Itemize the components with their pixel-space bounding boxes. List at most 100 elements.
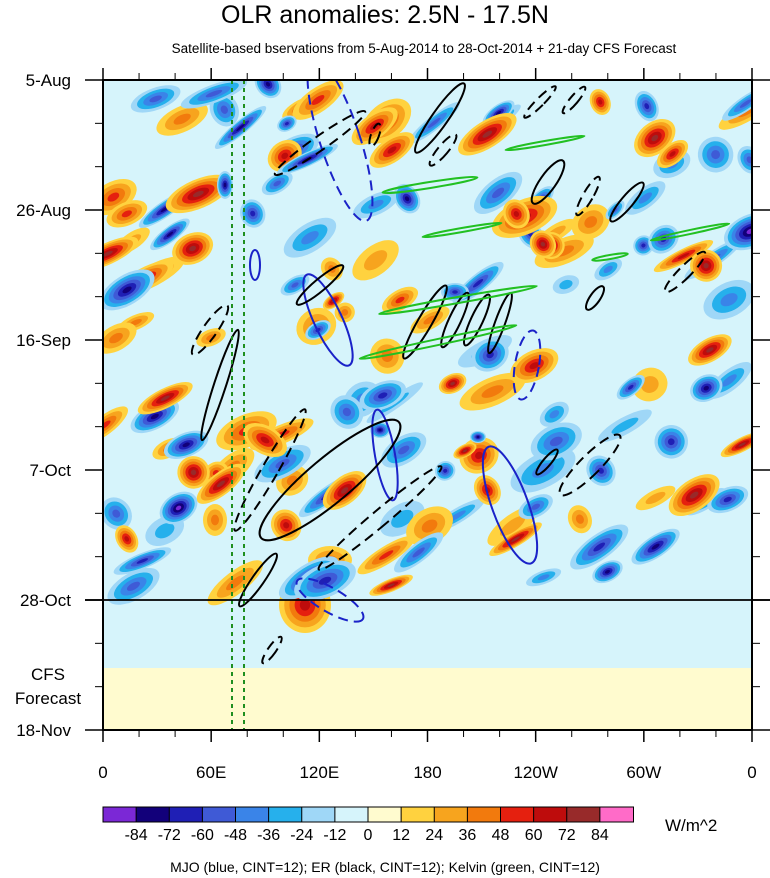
x-tick-label: 120W [513,763,557,782]
wave-contour [371,408,399,502]
wave-contour [561,85,587,115]
anomaly-cell [103,178,137,216]
anomaly-level [638,192,652,204]
anomaly-cell [113,547,172,575]
anomaly-cell [254,80,282,99]
anomaly-level [529,362,540,370]
anomaly-level [301,231,319,245]
anomaly-level [421,519,438,533]
colorbar-swatch [268,806,303,823]
anomaly-level [121,210,132,218]
forecast-label-line1: CFS [31,665,65,684]
chart-title: OLR anomalies: 2.5N - 17.5N [221,1,549,29]
y-tick-label: 16-Sep [16,331,71,350]
colorbar-label: -36 [257,827,280,844]
y-tick-label: 28-Oct [20,591,71,610]
anomaly-cell [570,524,629,570]
anomaly-level [452,290,458,294]
x-tick-label: 0 [747,763,756,782]
anomaly-cell [634,118,676,158]
anomaly-cell [635,485,676,511]
anomaly-cell [115,525,139,553]
anomaly-level [677,252,690,260]
anomaly-cell [370,422,390,438]
y-tick-label: 7-Oct [29,461,71,480]
anomaly-level [223,182,227,188]
anomaly-cell [567,505,592,534]
anomaly-level [311,95,325,105]
anomaly-level [549,436,563,447]
anomaly-level [378,428,382,432]
anomaly-level [291,282,299,288]
anomaly-level [236,123,245,132]
anomaly-level [412,547,425,558]
anomaly-level [387,583,395,587]
wave-filter-contours [190,80,731,665]
anomaly-cell [292,80,344,120]
anomaly-level [492,187,505,199]
anomaly-level [584,216,598,228]
anomaly-level [136,558,149,564]
anomaly-cell [598,409,652,442]
anomaly-cell [530,422,582,461]
anomaly-cell [150,218,190,251]
anomaly-level [398,445,410,455]
anomaly-cell [177,456,210,489]
forecast-region [103,668,752,730]
anomaly-level [531,503,540,510]
x-tick-label: 0 [98,763,107,782]
colorbar-swatch [599,806,634,823]
anomaly-level [499,515,526,536]
anomaly-level [511,536,520,543]
wave-contour [462,293,492,347]
anomaly-cell [394,532,444,573]
anomaly-cell [589,89,611,115]
anomaly-cell [240,199,266,228]
anomaly-cell [633,235,654,256]
anomaly-cell [526,568,562,587]
wave-contour [512,329,542,401]
anomaly-level [641,243,646,248]
colorbar-swatch [433,806,469,823]
anomaly-level [122,286,132,294]
anomaly-cell [107,567,160,605]
anomaly-cell [103,236,139,271]
anomaly-cell [203,504,227,536]
wave-contour [535,448,559,476]
anomaly-level [190,469,197,476]
anomaly-level [340,487,349,494]
wave-contour [649,222,731,242]
colorbar-swatch [235,806,270,823]
wave-contour [609,181,645,223]
anomaly-cell [165,174,231,214]
anomaly-level [112,509,121,518]
wave-contour [663,250,707,294]
wave-contour [190,304,230,356]
anomaly-cell [103,322,137,354]
anomaly-level [260,436,270,444]
anomaly-level [593,542,606,552]
anomaly-cell [552,275,580,294]
anomaly-level [341,309,349,316]
anomaly-level [173,113,191,125]
colorbar-label: -60 [191,827,214,844]
anomaly-level [463,449,467,453]
colorbar-swatch [533,806,568,823]
anomaly-level [549,410,560,419]
anomaly-cell [529,230,557,258]
anomaly-level [703,263,709,269]
wave-contour [249,249,261,281]
anomaly-cell [214,106,267,149]
colorbar-label: -24 [290,827,313,844]
wave-contour [306,80,374,223]
x-tick-label: 180 [413,763,441,782]
anomaly-level [250,210,256,217]
anomaly-level [378,550,394,560]
anomaly-level [284,122,289,126]
anomaly-level [575,514,584,524]
anomaly-cell [130,85,181,113]
anomaly-level [703,385,709,391]
wave-contour [295,577,365,623]
anomaly-level [281,152,289,160]
